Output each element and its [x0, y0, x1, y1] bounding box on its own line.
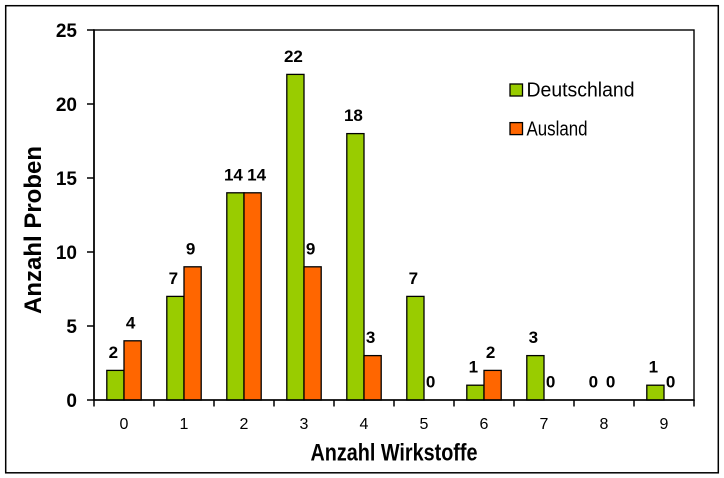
svg-text:0: 0: [666, 373, 675, 392]
svg-text:3: 3: [366, 328, 375, 347]
svg-text:25: 25: [56, 21, 78, 42]
svg-text:1: 1: [469, 358, 478, 377]
svg-text:2: 2: [109, 343, 118, 362]
svg-text:18: 18: [344, 106, 363, 125]
svg-text:22: 22: [284, 47, 303, 66]
svg-text:9: 9: [306, 239, 315, 258]
svg-text:1: 1: [180, 416, 189, 433]
svg-text:4: 4: [126, 313, 136, 332]
svg-text:6: 6: [480, 416, 489, 433]
svg-text:3: 3: [300, 416, 309, 433]
svg-text:9: 9: [186, 239, 195, 258]
svg-text:Deutschland: Deutschland: [527, 80, 635, 102]
svg-text:1: 1: [649, 358, 658, 377]
svg-text:7: 7: [409, 269, 418, 288]
svg-text:7: 7: [169, 269, 178, 288]
svg-text:2: 2: [486, 343, 495, 362]
svg-text:14: 14: [247, 165, 266, 184]
svg-text:4: 4: [360, 416, 369, 433]
svg-text:5: 5: [420, 416, 429, 433]
svg-text:20: 20: [56, 95, 77, 116]
svg-text:0: 0: [589, 373, 598, 392]
svg-text:7: 7: [540, 416, 549, 433]
svg-text:5: 5: [66, 317, 77, 338]
svg-text:Anzahl Proben: Anzahl Proben: [20, 146, 47, 314]
svg-text:0: 0: [66, 391, 77, 412]
svg-text:0: 0: [426, 373, 435, 392]
svg-text:8: 8: [600, 416, 609, 433]
svg-text:0: 0: [606, 373, 615, 392]
svg-text:15: 15: [56, 169, 78, 190]
svg-text:10: 10: [56, 243, 77, 264]
svg-text:9: 9: [660, 416, 669, 433]
svg-text:0: 0: [546, 373, 555, 392]
svg-text:2: 2: [240, 416, 249, 433]
svg-text:Anzahl Wirkstoffe: Anzahl Wirkstoffe: [311, 440, 478, 467]
svg-text:Ausland: Ausland: [527, 118, 588, 140]
svg-text:14: 14: [224, 165, 243, 184]
svg-text:0: 0: [120, 416, 129, 433]
svg-text:3: 3: [529, 328, 538, 347]
